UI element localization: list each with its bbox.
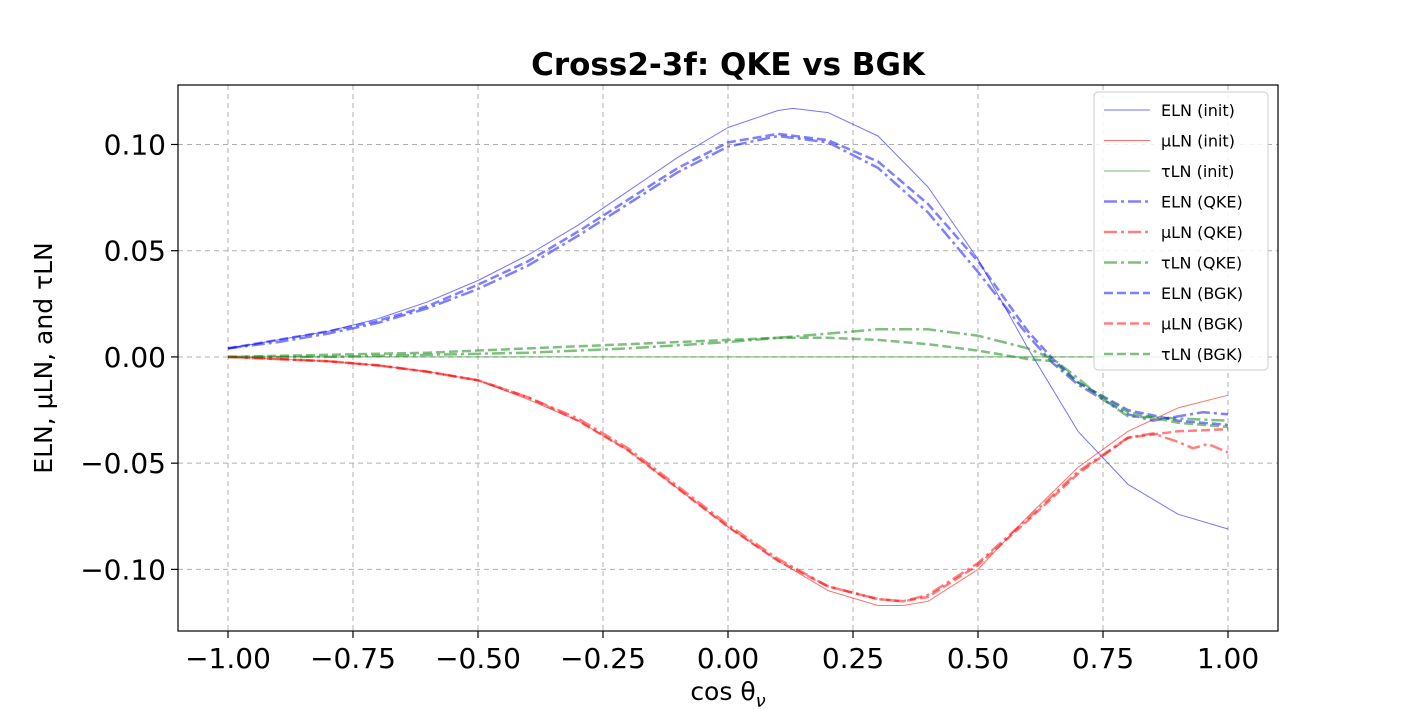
legend: ELN (init) μLN (init) τLN (init) ELN (QKE) μ… [1093,91,1269,371]
legend-entry-label: τLN (init) [1161,162,1234,181]
series-line [227,355,1229,603]
x-tick-label: 0.75 [1072,642,1134,675]
series-line [227,107,1229,530]
legend-entry-label: τLN (BGK) [1161,345,1243,364]
y-tick-label: 0.00 [104,341,166,374]
x-tick-label: 0.50 [947,642,1009,675]
y-axis-ticks: −0.10 −0.05 0.00 0.05 0.10 [80,128,178,586]
series-line [227,132,1229,427]
x-tick-label: −0.25 [560,642,646,675]
chart-title: Cross2-3f: QKE vs BGK [531,47,926,83]
legend-entry-label: μLN (init) [1161,132,1235,151]
x-axis-label-subscript: ν [756,691,766,710]
x-tick-label: −0.75 [310,642,396,675]
series-line [228,328,1229,422]
legend-entry-label: μLN (BGK) [1161,315,1243,334]
legend-entry-label: ELN (BGK) [1161,284,1243,303]
series-layer [227,107,1229,606]
y-tick-label: 0.10 [104,128,166,161]
x-tick-label: 0.00 [697,642,759,675]
x-axis-label-main: cos θ [690,677,755,706]
x-axis-ticks: −1.00 −0.75 −0.50 −0.25 0.00 0.25 0.50 0.75 1.00 [185,631,1259,675]
series-line [227,134,1229,422]
x-tick-label: 1.00 [1197,642,1259,675]
x-axis-label: cos θν [690,677,765,710]
x-tick-label: 0.25 [822,642,884,675]
y-tick-label: 0.05 [104,235,166,268]
y-tick-label: −0.05 [80,447,166,480]
x-tick-label: −1.00 [185,642,271,675]
legend-box [1093,91,1269,371]
legend-entry-label: τLN (QKE) [1161,254,1242,273]
legend-entry-label: μLN (QKE) [1161,223,1243,242]
legend-entry-label: ELN (init) [1161,101,1235,120]
y-axis-label: ELN, μLN, and τLN [29,242,58,473]
y-tick-label: −0.10 [80,553,166,586]
legend-entry-label: ELN (QKE) [1161,193,1243,212]
series-line [227,336,1229,429]
x-tick-label: −0.50 [435,642,521,675]
